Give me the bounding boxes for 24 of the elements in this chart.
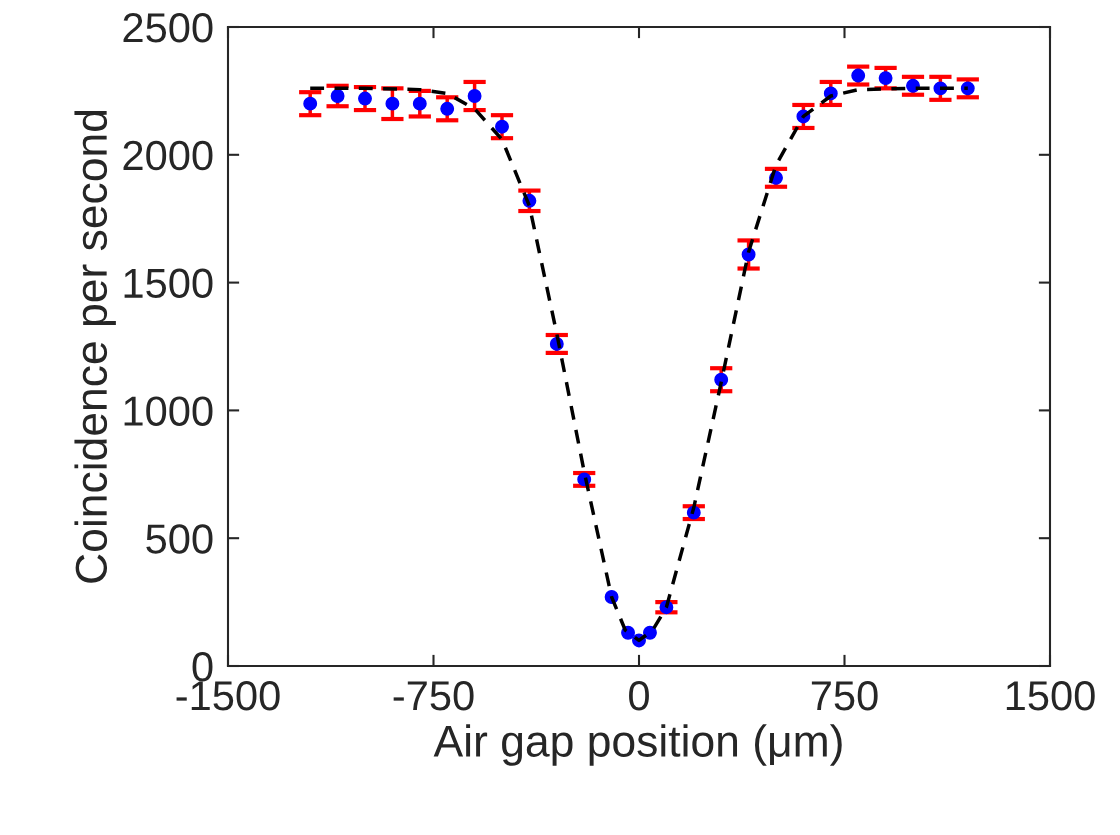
point bbox=[303, 96, 318, 111]
y-tick-label: 0 bbox=[192, 652, 213, 682]
x-tick-label: 750 bbox=[811, 680, 878, 711]
y-tick-label: 1000 bbox=[124, 396, 213, 426]
y-tick-label: 2500 bbox=[123, 13, 213, 43]
point bbox=[467, 89, 482, 103]
x-tick-label: -750 bbox=[393, 680, 474, 711]
point bbox=[358, 91, 372, 106]
y-axis-title: Coincidence per second bbox=[74, 110, 116, 583]
point bbox=[643, 625, 657, 640]
y-tick-label: 2000 bbox=[123, 140, 213, 171]
point bbox=[495, 119, 509, 134]
point bbox=[330, 89, 345, 103]
x-tick-label: 0 bbox=[629, 680, 649, 711]
point bbox=[412, 96, 427, 111]
point bbox=[385, 96, 400, 111]
x-tick-label: -1500 bbox=[176, 680, 280, 711]
y-tick-label: 500 bbox=[146, 524, 213, 554]
x-tick-label: 1500 bbox=[1006, 680, 1095, 711]
y-tick-label: 1500 bbox=[124, 268, 213, 299]
point bbox=[878, 71, 893, 86]
point bbox=[906, 78, 920, 93]
x-axis-title: Air gap position (μm) bbox=[433, 724, 842, 766]
point bbox=[440, 101, 455, 116]
